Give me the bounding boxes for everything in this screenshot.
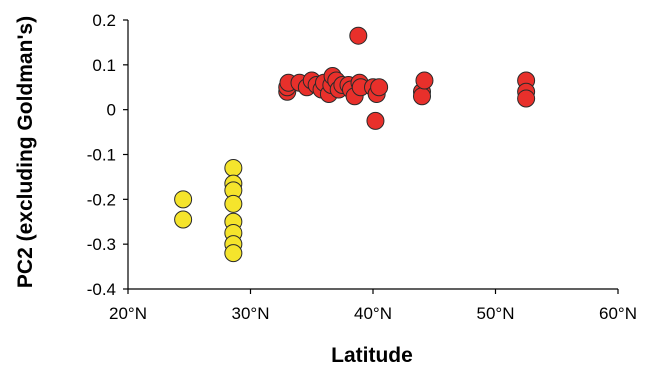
y-axis: 0.2 0.1 0 -0.1 -0.2 -0.3 -0.4: [87, 11, 128, 299]
x-tick-label: 50°N: [477, 304, 515, 323]
y-tick-label: -0.4: [87, 280, 116, 299]
data-point: [174, 210, 193, 229]
data-point: [224, 244, 243, 263]
y-tick-label: 0.2: [92, 11, 116, 30]
data-point: [415, 71, 434, 90]
y-tick-label: -0.1: [87, 146, 116, 165]
y-tick-label: 0.1: [92, 56, 116, 75]
y-tick-label: 0: [107, 101, 116, 120]
data-point: [517, 89, 536, 108]
x-tick-label: 20°N: [109, 304, 147, 323]
y-tick-label: -0.2: [87, 190, 116, 209]
data-point: [224, 158, 243, 177]
data-point: [349, 26, 368, 45]
x-axis-title: Latitude: [331, 344, 413, 367]
x-tick-label: 60°N: [599, 304, 637, 323]
data-point: [366, 111, 385, 130]
x-axis: 20°N 30°N 40°N 50°N 60°N: [109, 289, 637, 323]
y-tick-label: -0.3: [87, 235, 116, 254]
data-point: [224, 194, 243, 213]
data-point: [413, 87, 431, 106]
plot-area: [127, 20, 618, 290]
data-point: [174, 190, 193, 209]
x-tick-label: 30°N: [232, 304, 270, 323]
x-tick-label: 40°N: [354, 304, 392, 323]
data-points: [174, 26, 536, 263]
data-point: [370, 78, 389, 97]
y-axis-title: PC2 (excluding Goldman's): [14, 16, 37, 288]
